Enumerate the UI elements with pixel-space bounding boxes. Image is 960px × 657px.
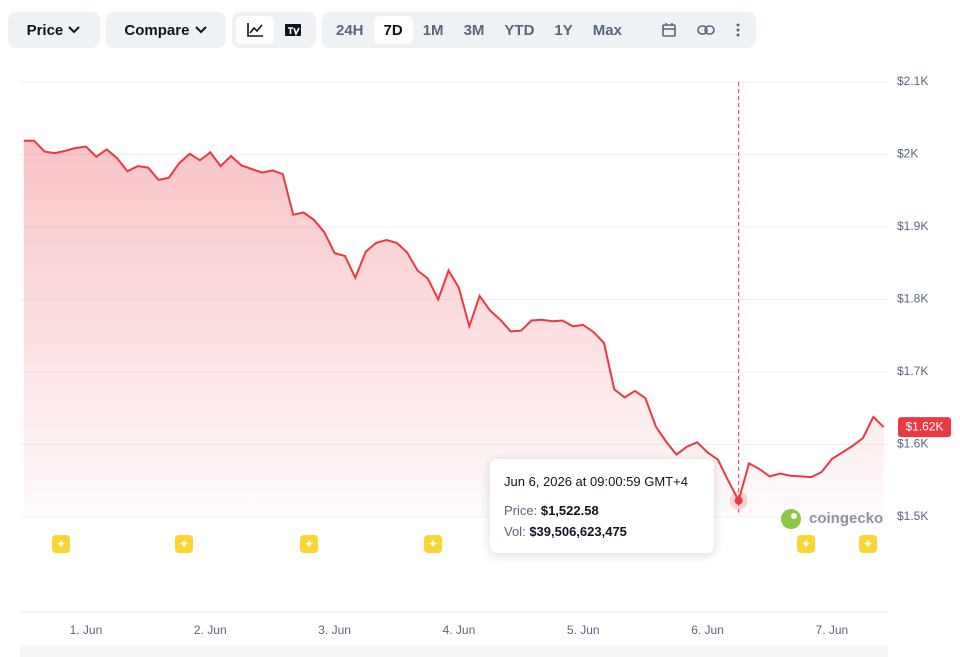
tooltip-vol-label: Vol: (504, 524, 526, 539)
link-icon (697, 25, 715, 35)
area (23, 140, 884, 517)
logo-eye (791, 513, 797, 519)
range-group: 24H 7D 1M 3M YTD 1Y Max (322, 12, 756, 48)
calendar-button[interactable] (650, 16, 688, 44)
tooltip-vol-row: Vol: $39,506,623,475 (504, 524, 627, 539)
compare-button[interactable]: Compare (106, 12, 226, 48)
tooltip-vol: $39,506,623,475 (529, 524, 627, 539)
tv-button[interactable] (274, 16, 312, 44)
range-button[interactable]: 1Y (554, 21, 573, 39)
svg-text:✦: ✦ (179, 537, 189, 551)
svg-text:✦: ✦ (428, 537, 438, 551)
hover-point (734, 496, 743, 505)
price-label: Price (8, 16, 100, 44)
x-tick-label: 3. Jun (318, 623, 351, 637)
chevron (68, 26, 81, 34)
y-tick-label: $2K (897, 147, 918, 161)
x-tick-label: 1. Jun (70, 623, 103, 637)
y-tick-label: $1.6K (897, 437, 928, 451)
x-tick-label: 7. Jun (816, 623, 849, 637)
compare-label: Compare (106, 16, 226, 44)
calendar-icon (662, 23, 676, 37)
more-button[interactable] (724, 16, 752, 44)
tooltip: Jun 6, 2026 at 09:00:59 GMT+4 Price: $1,… (490, 459, 714, 553)
link-button[interactable] (688, 16, 724, 44)
price-button[interactable]: Price (8, 12, 100, 48)
chart-style-group (232, 12, 316, 48)
event-stars: ✦ ✦ ✦ ✦ ✦ ✦ (56, 537, 873, 551)
compare-text: Compare (124, 21, 190, 39)
logo-icon (781, 509, 801, 529)
chevron (194, 26, 207, 34)
y-tick-label: $2.1K (897, 74, 928, 88)
navigator (20, 645, 888, 657)
price-text: Price (26, 21, 64, 39)
line-icon (247, 23, 263, 37)
range-button[interactable]: Max (592, 21, 622, 39)
tv-icon (285, 24, 301, 37)
line (23, 139, 885, 504)
range-button[interactable]: 1M (422, 21, 444, 39)
dots-icon (736, 23, 740, 37)
y-tick-label: $1.9K (897, 219, 928, 233)
price-tag-label: $1.62K (905, 419, 943, 433)
svg-text:✦: ✦ (801, 537, 811, 551)
range-button[interactable]: 7D (373, 16, 413, 44)
x-tick-label: 6. Jun (691, 623, 724, 637)
range-button[interactable]: 3M (463, 21, 485, 39)
svg-text:✦: ✦ (863, 537, 873, 551)
x-tick-label: 5. Jun (567, 623, 600, 637)
y-tick-label: $1.5K (897, 509, 928, 523)
line-chart-button[interactable] (236, 16, 274, 44)
tooltip-date: Jun 6, 2026 at 09:00:59 GMT+4 (504, 474, 688, 489)
range-button[interactable]: YTD (504, 21, 535, 39)
x-tick-label: 4. Jun (443, 623, 476, 637)
x-tick-label: 2. Jun (194, 623, 227, 637)
range-button[interactable]: 24H (336, 21, 364, 39)
tooltip-price-label: Price: (504, 503, 538, 518)
event-markers (52, 535, 877, 553)
watermark: coingecko (809, 510, 883, 527)
y-tick-label: $1.7K (897, 364, 928, 378)
price-tag (898, 417, 951, 438)
y-tick-label: $1.8K (897, 292, 928, 306)
tooltip-price: $1,522.58 (540, 503, 599, 518)
svg-text:✦: ✦ (56, 537, 66, 551)
tooltip-price-row: Price: $1,522.58 (504, 503, 599, 518)
svg-text:✦: ✦ (304, 537, 314, 551)
